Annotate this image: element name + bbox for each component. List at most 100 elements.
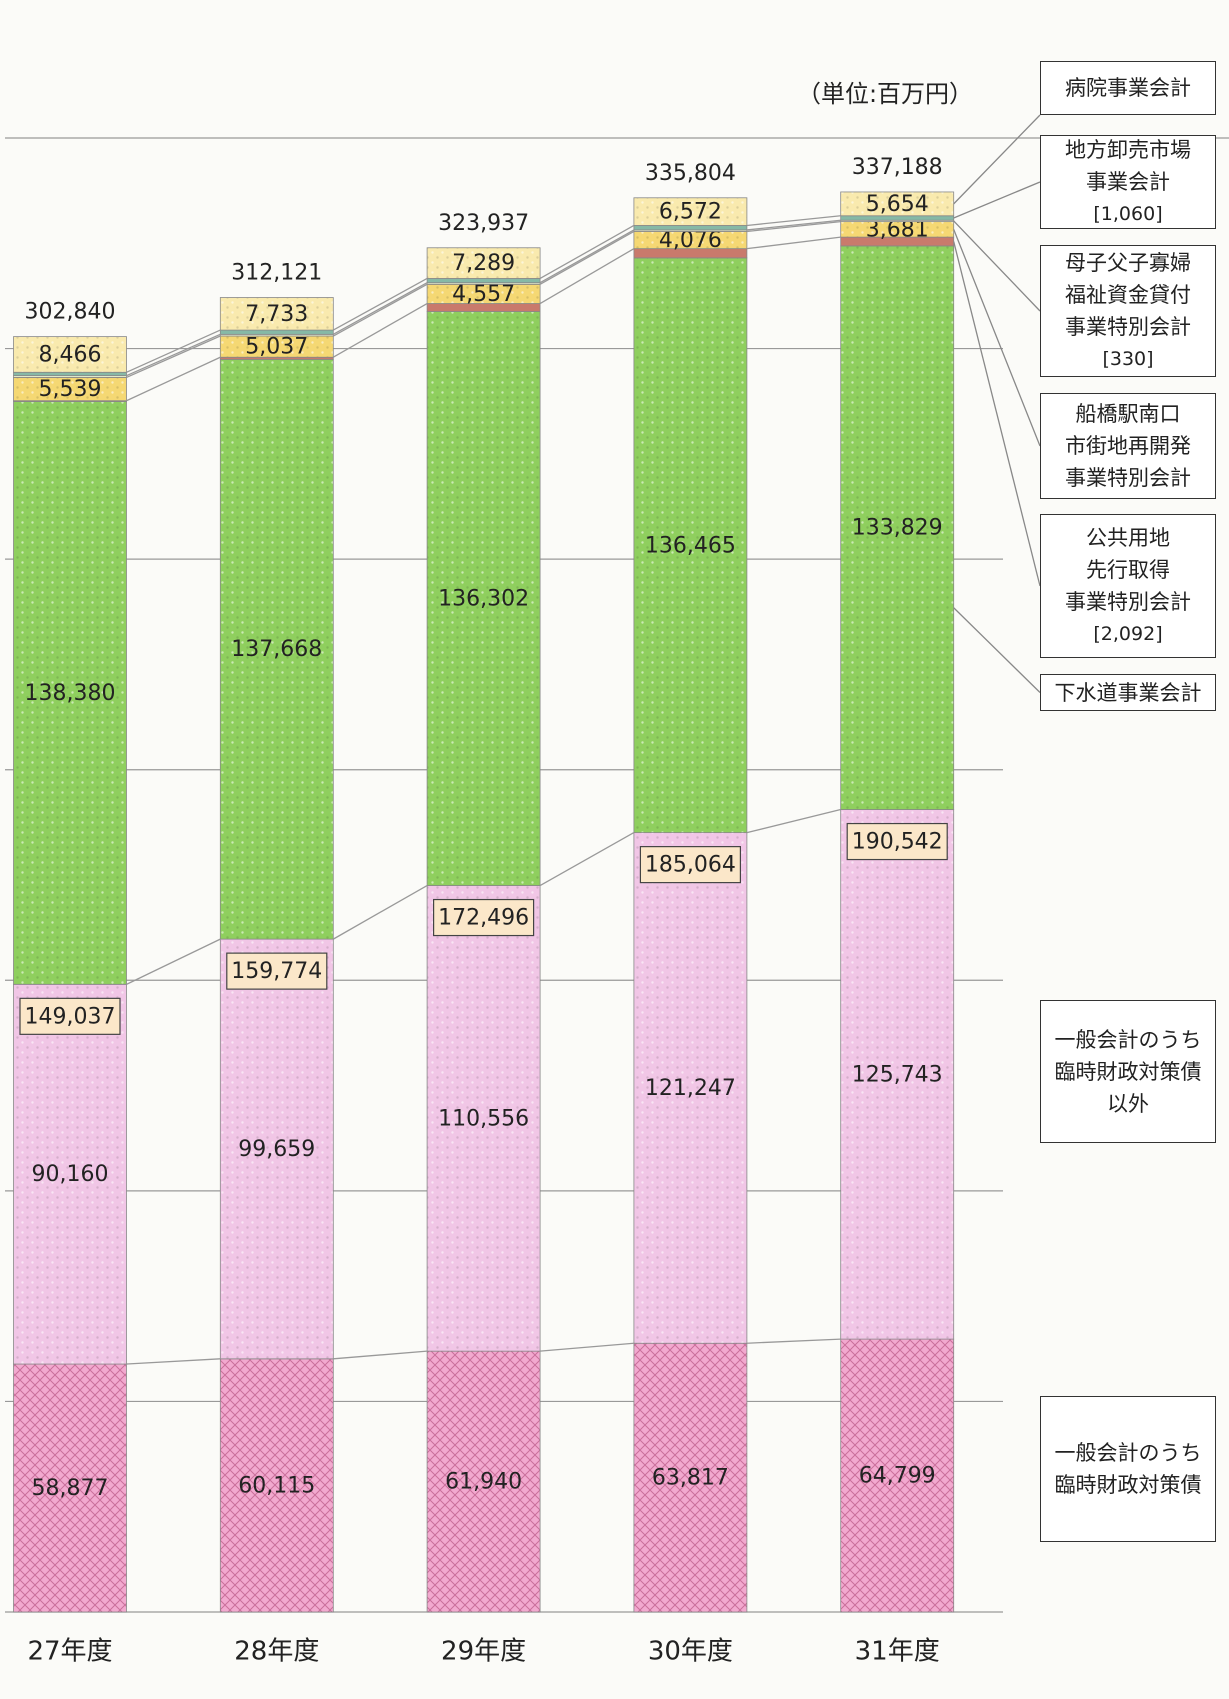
leader-line (953, 181, 1041, 219)
legend-name: 公共用地 先行取得 事業特別会計 (1065, 526, 1191, 614)
legend-box: 下水道事業会計 (1040, 674, 1216, 711)
leader-line (953, 241, 1041, 587)
bar-segment (426, 247, 541, 279)
bar-segment (633, 832, 748, 1344)
connector-line (333, 1350, 428, 1360)
value-label: 137,668 (231, 637, 322, 662)
subtotal-box (433, 898, 535, 937)
bar-segment (426, 885, 541, 1352)
legend-note: [1,060] (1093, 203, 1163, 225)
legend-name: 下水道事業会計 (1054, 680, 1202, 705)
bar-segment (633, 257, 748, 834)
bar-segment (219, 297, 334, 331)
category-label: 28年度 (234, 1637, 319, 1667)
connector-line (539, 230, 635, 285)
connector-line (746, 219, 841, 231)
bar-segment (426, 278, 541, 284)
category-label: 31年度 (855, 1637, 940, 1667)
total-label: 302,840 (25, 300, 116, 325)
legend-name: 一般会計のうち 臨時財政対策債 以外 (1054, 1027, 1202, 1116)
subtotal-box (19, 997, 121, 1035)
connector-line (332, 282, 428, 335)
connector-line (746, 1338, 841, 1344)
legend-box: 一般会計のうち 臨時財政対策債 (1040, 1396, 1216, 1542)
subtotal-box (226, 952, 328, 990)
unit-label: （単位:百万円） (796, 80, 974, 108)
value-label: 5,539 (39, 377, 102, 402)
value-label: 5,654 (866, 192, 929, 217)
value-label: 4,557 (452, 282, 515, 307)
legend-name: 母子父子寡婦 福祉資金貸付 事業特別会計 (1065, 251, 1191, 339)
bar-segment (633, 225, 748, 231)
bar-segment (840, 1338, 955, 1613)
subtotal-label: 185,064 (645, 853, 736, 878)
connector-line (332, 283, 428, 337)
value-label: 90,160 (32, 1162, 109, 1187)
connector-line (746, 236, 841, 250)
value-label: 110,556 (438, 1106, 529, 1131)
total-label: 335,804 (645, 161, 736, 186)
subtotal-label: 159,774 (231, 959, 322, 984)
connector-line (539, 248, 635, 305)
legend-box: 船橋駅南口 市街地再開発 事業特別会計 (1040, 393, 1216, 499)
connector-line (332, 277, 428, 331)
category-label: 30年度 (648, 1637, 733, 1667)
legend-box: 母子父子寡婦 福祉資金貸付 事業特別会計 [330] (1040, 245, 1216, 377)
leader-line (953, 607, 1041, 693)
value-label: 64,799 (859, 1464, 936, 1489)
connector-line (746, 220, 841, 233)
connector-line (746, 808, 841, 834)
subtotal-box (639, 846, 742, 884)
value-label: 99,659 (238, 1137, 315, 1162)
bar-segment (219, 938, 334, 1360)
value-label: 136,465 (645, 533, 736, 558)
value-label: 136,302 (438, 587, 529, 612)
legend-name: 船橋駅南口 市街地再開発 事業特別会計 (1065, 402, 1191, 490)
bar-segment (426, 1350, 541, 1613)
value-label: 5,037 (245, 335, 308, 360)
connector-line (540, 1342, 634, 1352)
value-label: 133,829 (852, 516, 943, 541)
legend-note: [330] (1102, 348, 1154, 370)
value-label: 6,572 (659, 200, 722, 225)
bar-segment (219, 329, 334, 335)
connector-line (126, 335, 221, 378)
category-label: 29年度 (441, 1637, 526, 1667)
value-label: 60,115 (238, 1473, 315, 1498)
connector-line (332, 884, 428, 940)
category-label: 27年度 (27, 1637, 112, 1667)
legend-name: 病院事業会計 (1065, 76, 1191, 100)
connector-line (126, 1358, 221, 1365)
connector-line (332, 302, 428, 358)
legend-box: 一般会計のうち 臨時財政対策債 以外 (1040, 1000, 1216, 1143)
connector-line (126, 938, 221, 985)
legend-box: 地方卸売市場 事業会計 [1,060] (1040, 135, 1216, 229)
bar-segment (13, 401, 127, 985)
bar-segment (13, 983, 127, 1365)
value-label: 8,466 (39, 342, 102, 367)
bar-segment (840, 245, 955, 810)
subtotal-label: 149,037 (25, 1004, 116, 1029)
legend-name: 地方卸売市場 事業会計 (1065, 138, 1191, 194)
legend-note: [2,092] (1093, 623, 1163, 645)
value-label: 7,289 (452, 251, 515, 276)
connector-line (539, 229, 635, 284)
bar-segment (13, 371, 127, 377)
value-label: 138,380 (25, 681, 116, 706)
connector-line (126, 333, 221, 377)
value-label: 121,247 (645, 1076, 736, 1101)
bar-segment (13, 336, 127, 373)
connector-line (746, 215, 841, 227)
connector-line (126, 356, 221, 402)
bar-segment (219, 358, 334, 940)
connector-line (539, 832, 635, 887)
bar-segment (840, 809, 955, 1340)
value-label: 61,940 (445, 1470, 522, 1495)
leader-line (953, 220, 1041, 312)
bar-segment (426, 311, 541, 886)
value-label: 4,076 (659, 228, 722, 253)
value-label: 7,733 (245, 302, 308, 327)
total-label: 323,937 (438, 211, 529, 236)
